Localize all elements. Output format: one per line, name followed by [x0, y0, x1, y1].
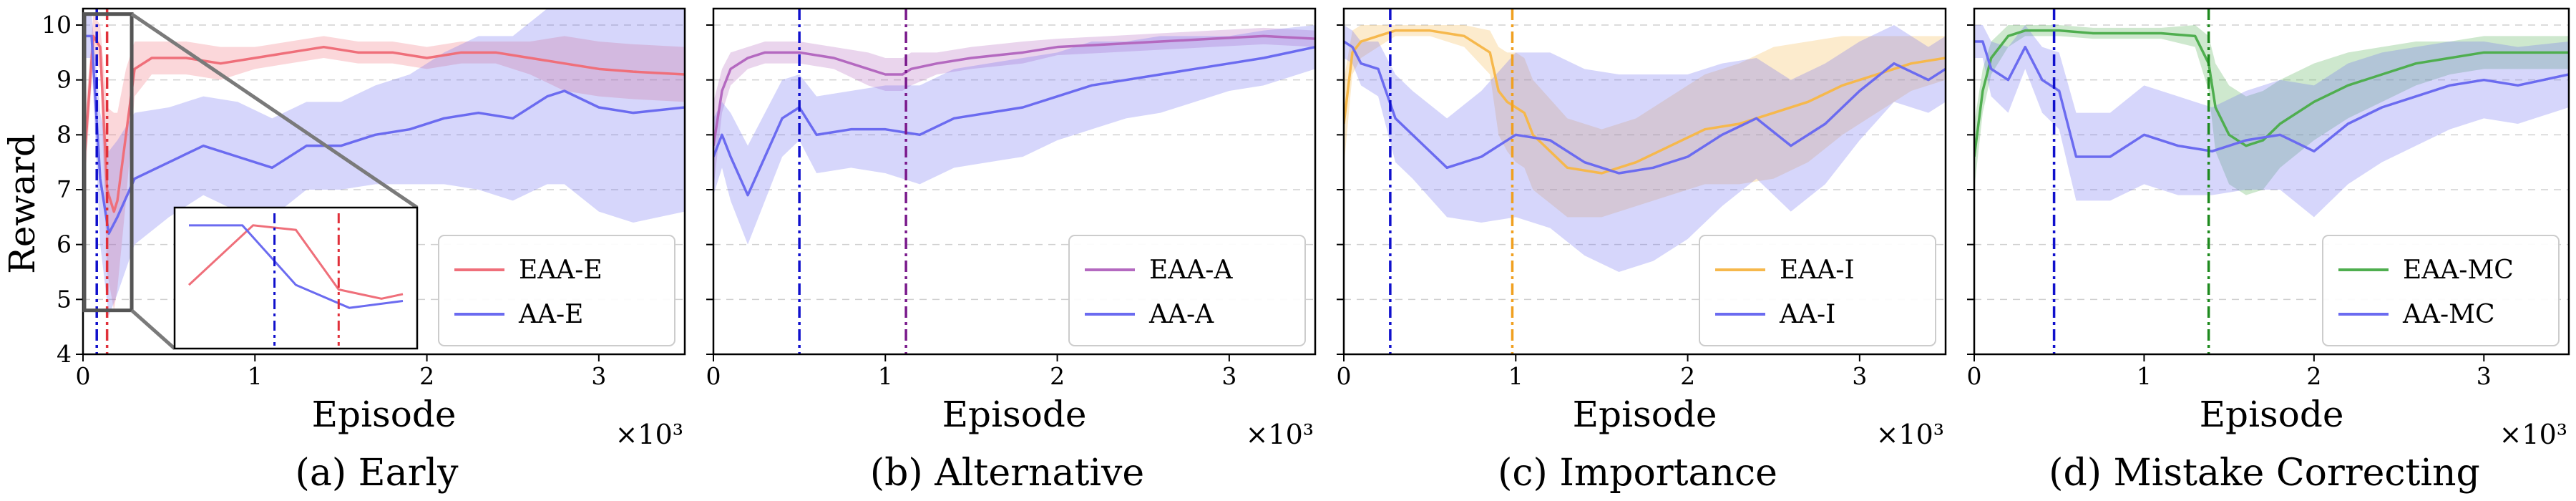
legend-label-1: EAA-E: [519, 256, 602, 285]
axes-frame: [1973, 7, 2570, 356]
x-tick-label: 0: [1337, 362, 1352, 390]
legend-label-2: AA-MC: [2402, 300, 2495, 329]
axes-frame: [1342, 7, 1947, 356]
legend-label-2: AA-A: [1148, 300, 1214, 329]
y-axis-label: Reward: [1, 134, 43, 274]
series-band-2: [1344, 25, 1946, 272]
y-tick-label: 9: [57, 66, 72, 94]
legend: EAA-E AA-E: [438, 235, 675, 346]
chart-panel-2: 0 1 2 3 Episode ×10³ (b) Alternative EAA-A AA-A: [706, 7, 1317, 495]
x-axis-label: Episode: [1573, 394, 1717, 435]
x-tick-label: 3: [1221, 362, 1236, 390]
x-tick-label: 3: [2477, 362, 2492, 390]
x-tick-label: 3: [591, 362, 606, 390]
legend-label-1: EAA-MC: [2403, 256, 2514, 285]
legend-box: [438, 235, 675, 346]
panel-caption: (b) Alternative: [870, 452, 1144, 495]
legend: EAA-MC AA-MC: [2322, 235, 2560, 346]
x-axis-label: Episode: [942, 394, 1087, 435]
series-line-2: [713, 45, 1315, 197]
y-tick-label: 7: [57, 175, 72, 203]
legend-label-2: AA-I: [1779, 300, 1835, 329]
x-multiplier: ×10³: [615, 419, 683, 450]
plot-area: [1344, 25, 1946, 272]
legend-box: [1068, 235, 1306, 346]
series-band-2: [83, 9, 685, 316]
y-tick-label: 4: [57, 340, 72, 368]
inset-line-1: [187, 224, 404, 300]
legend-label-1: EAA-I: [1780, 256, 1855, 285]
zoom-connector: [130, 308, 176, 350]
legend: EAA-I AA-I: [1699, 235, 1936, 346]
x-tick-label: 3: [1852, 362, 1867, 390]
axes-frame: [712, 7, 1317, 356]
series-band-1: [83, 14, 685, 311]
panel-caption: (c) Importance: [1498, 452, 1777, 495]
x-tick-label: 1: [878, 362, 893, 390]
x-tick-label: 2: [1050, 362, 1065, 390]
zoom-connector: [130, 12, 419, 210]
x-tick-label: 0: [706, 362, 721, 390]
inset-plot: [187, 213, 404, 346]
x-tick-label: 2: [419, 362, 434, 390]
y-tick-label: 6: [57, 230, 72, 258]
y-tick-label: 10: [42, 11, 72, 39]
y-tick-label: 8: [57, 120, 72, 148]
chart-panel-4: 0 1 2 3 Episode ×10³ (d) Mistake Correcting EAA…: [1967, 7, 2570, 495]
panel-caption: (d) Mistake Correcting: [2049, 452, 2480, 495]
x-tick-label: 0: [1967, 362, 1982, 390]
x-multiplier: ×10³: [2499, 419, 2567, 450]
series-line-1: [1974, 29, 2569, 157]
x-multiplier: ×10³: [1876, 419, 1944, 450]
series-band-1: [1974, 25, 2569, 195]
chart-panel-1: 4 5 6 7 8 9 10 0 1 2 3 Episode ×10³ (a) Early EAA-E AA-…: [42, 7, 686, 495]
legend: EAA-A AA-A: [1068, 235, 1306, 346]
x-tick-label: 2: [2306, 362, 2321, 390]
x-tick-label: 1: [1508, 362, 1523, 390]
series-line-2: [1344, 40, 1946, 175]
legend-box: [1699, 235, 1936, 346]
legend-label-2: AA-E: [518, 300, 583, 329]
x-tick-label: 1: [2137, 362, 2152, 390]
x-multiplier: ×10³: [1246, 419, 1314, 450]
series-line-1: [83, 34, 685, 213]
y-tick-label: 5: [57, 285, 72, 313]
plot-area: [713, 25, 1315, 245]
inset-box: [173, 206, 419, 350]
series-line-1: [1344, 29, 1946, 175]
series-line-2: [1974, 40, 2569, 158]
chart-panel-3: 0 1 2 3 Episode ×10³ (c) Importance EAA-I AA-I: [1337, 7, 1947, 495]
inset-line-2: [189, 224, 404, 309]
x-tick-label: 2: [1680, 362, 1695, 390]
x-tick-label: 0: [76, 362, 91, 390]
x-axis-label: Episode: [2200, 394, 2344, 435]
plot-area: [1974, 25, 2569, 218]
x-tick-label: 1: [248, 362, 263, 390]
zoom-region: [82, 12, 134, 313]
x-axis-label: Episode: [312, 394, 457, 435]
legend-box: [2322, 235, 2560, 346]
series-band-2: [1974, 25, 2569, 218]
series-band-2: [713, 25, 1315, 245]
legend-label-1: EAA-A: [1149, 256, 1233, 285]
panel-caption: (a) Early: [296, 452, 459, 495]
